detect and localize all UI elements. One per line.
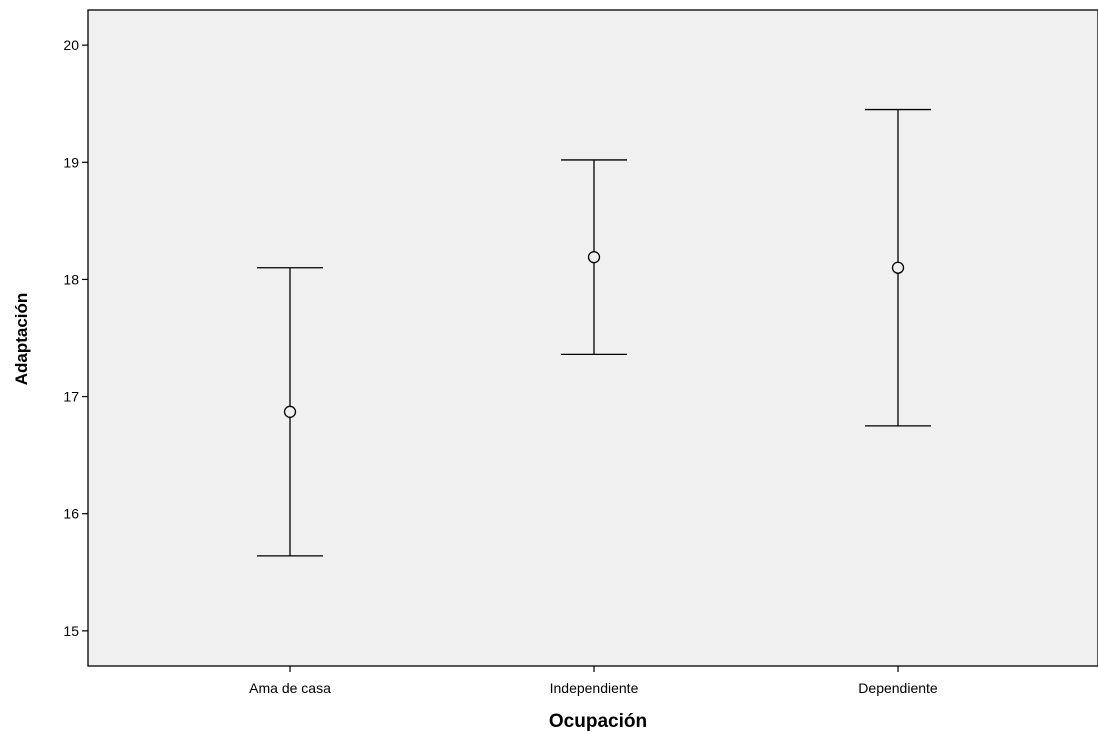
y-tick-label: 18 [63,271,79,287]
plot-area [87,9,1098,667]
error-bars [257,108,931,557]
mean-marker [891,261,905,274]
x-axis-title: Ocupación [549,711,647,732]
x-tick-label: Dependiente [858,680,938,696]
y-tick-label: 17 [63,389,79,405]
x-axis: Ama de casa Independiente Dependiente [249,666,938,696]
y-tick-label: 19 [63,154,79,170]
y-tick-label: 20 [63,37,79,53]
x-tick-label: Ama de casa [249,680,331,696]
y-axis: 15 16 17 18 19 20 [63,37,88,639]
y-tick-label: 16 [63,506,79,522]
x-tick-label: Independiente [550,680,639,696]
mean-marker [283,405,297,418]
y-axis-title: Adaptación [12,293,31,386]
mean-marker [587,251,601,264]
y-tick-label: 15 [63,623,79,639]
